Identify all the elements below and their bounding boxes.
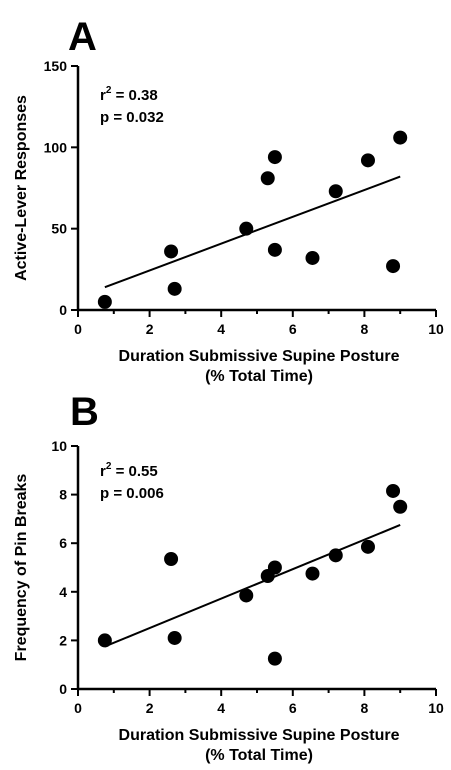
- data-point: [267, 150, 282, 165]
- p-value-annotation: p = 0.006: [100, 485, 164, 502]
- y-tick-label: 2: [59, 632, 67, 648]
- y-tick-label: 150: [44, 58, 68, 74]
- y-axis-title: Frequency of Pin Breaks: [13, 474, 30, 662]
- data-point: [305, 250, 320, 265]
- data-point: [167, 630, 182, 645]
- y-tick-label: 4: [59, 584, 67, 600]
- data-point: [360, 539, 375, 554]
- y-tick-label: 6: [59, 535, 67, 551]
- data-point: [164, 244, 179, 259]
- data-point: [386, 259, 401, 274]
- r-squared-value: = 0.38: [111, 87, 157, 104]
- x-axis-title: (% Total Time): [205, 368, 313, 385]
- x-tick-label: 10: [428, 321, 444, 337]
- x-tick-label: 10: [428, 700, 444, 716]
- data-point: [360, 153, 375, 168]
- y-tick-label: 8: [59, 487, 67, 503]
- r-squared-value: = 0.55: [111, 463, 157, 480]
- chart-panel-a: A 0 50 100 150 0 2 4 6 8 10 Duration Submissive Sup…: [13, 15, 444, 385]
- data-point: [267, 651, 282, 666]
- x-axis-title: Duration Submissive Supine Posture: [119, 727, 400, 744]
- x-axis-title: (% Total Time): [205, 747, 313, 764]
- r-label: r: [100, 87, 106, 104]
- x-tick-label: 2: [146, 700, 154, 716]
- x-tick-label: 0: [74, 700, 82, 716]
- data-point: [267, 242, 282, 257]
- data-point: [328, 548, 343, 563]
- p-value-annotation: p = 0.032: [100, 109, 164, 126]
- x-tick-label: 8: [361, 700, 369, 716]
- panel-label: B: [70, 390, 99, 434]
- y-tick-label: 50: [51, 221, 67, 237]
- chart-panel-b: B 0 2 4 6 8 10 0 2 4 6 8 10 Duration Submissive Supin…: [13, 390, 444, 764]
- x-tick-label: 8: [361, 321, 369, 337]
- x-tick-label: 6: [289, 700, 297, 716]
- x-tick-label: 4: [217, 700, 225, 716]
- r-label: r: [100, 463, 106, 480]
- data-point: [239, 588, 254, 603]
- panel-label: A: [68, 15, 97, 59]
- y-axis-title: Active-Lever Responses: [13, 95, 30, 281]
- data-point: [167, 281, 182, 296]
- r-exponent: 2: [106, 461, 112, 472]
- x-tick-label: 2: [146, 321, 154, 337]
- data-point: [267, 560, 282, 575]
- data-point: [239, 221, 254, 236]
- x-tick-label: 0: [74, 321, 82, 337]
- data-point: [386, 483, 401, 498]
- x-tick-label: 6: [289, 321, 297, 337]
- data-point: [393, 499, 408, 514]
- y-tick-label: 0: [59, 681, 67, 697]
- data-point: [328, 184, 343, 199]
- data-point: [97, 633, 112, 648]
- regression-line: [104, 175, 401, 289]
- r-squared-annotation: r2 = 0.38: [100, 85, 158, 104]
- y-tick-label: 0: [59, 302, 67, 318]
- y-tick-label: 10: [51, 438, 67, 454]
- regression-line: [104, 524, 401, 648]
- data-point: [97, 294, 112, 309]
- r-exponent: 2: [106, 85, 112, 96]
- r-squared-annotation: r2 = 0.55: [100, 461, 158, 480]
- data-point: [164, 551, 179, 566]
- y-tick-label: 100: [44, 139, 68, 155]
- data-point: [393, 130, 408, 145]
- data-point: [260, 171, 275, 186]
- data-point: [305, 566, 320, 581]
- x-tick-label: 4: [217, 321, 225, 337]
- x-axis-title: Duration Submissive Supine Posture: [119, 348, 400, 365]
